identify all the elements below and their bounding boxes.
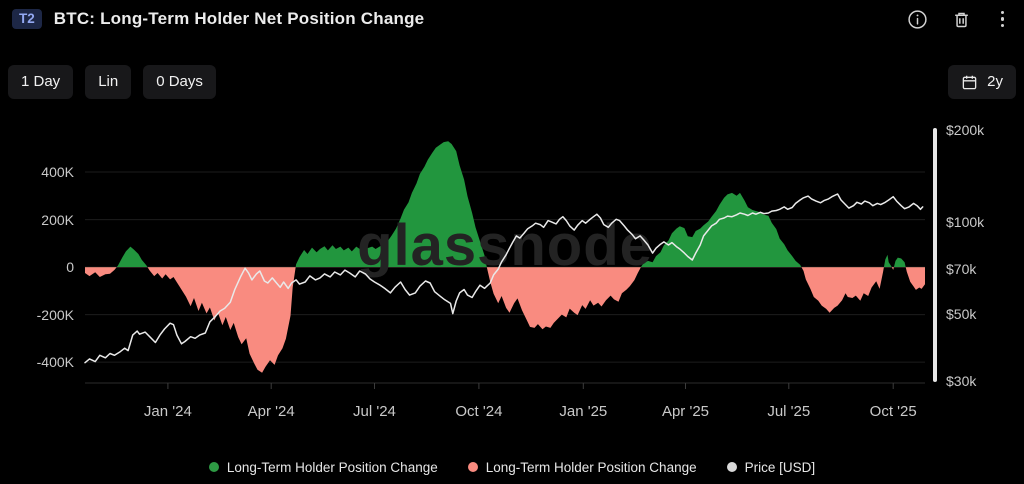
date-range-label: 2y: [987, 73, 1003, 90]
calendar-icon: [962, 75, 977, 89]
legend-label: Long-Term Holder Position Change: [226, 459, 438, 475]
x-axis-tick-label: Jan '24: [143, 403, 192, 420]
price-line: [84, 193, 924, 364]
resolution-button[interactable]: 1 Day: [8, 65, 74, 99]
right-axis-tick-label: $50k: [946, 305, 977, 322]
left-axis-tick-label: 400K: [41, 164, 74, 181]
right-axis-tick-label: $200k: [946, 122, 985, 139]
header-actions: [905, 7, 1013, 32]
legend-label: Price [USD]: [744, 459, 816, 475]
delete-button[interactable]: [950, 8, 973, 31]
x-axis-tick-label: Jul '25: [767, 403, 811, 420]
left-axis-tick-label: 200K: [41, 211, 74, 228]
info-icon: [907, 9, 927, 29]
x-axis-tick-label: Oct '25: [869, 403, 917, 420]
info-button[interactable]: [905, 7, 930, 32]
x-axis-tick-label: Apr '25: [661, 403, 710, 420]
right-axis-tick-label: $30k: [946, 373, 977, 390]
price-axis-scrollbar[interactable]: [933, 128, 937, 382]
kebab-menu-icon: [995, 10, 1011, 28]
net-position-area-positive: [116, 141, 906, 268]
x-axis-tick-label: Jul '24: [353, 403, 396, 420]
legend-label: Long-Term Holder Position Change: [485, 459, 697, 475]
legend-dot-icon: [726, 462, 737, 472]
left-axis-tick-label: -400K: [36, 354, 74, 371]
x-axis-tick-label: Jan '25: [559, 403, 608, 420]
left-axis-tick-label: 0: [66, 259, 74, 276]
x-axis-tick-label: Apr '24: [247, 403, 295, 420]
panel-header: T2 BTC: Long-Term Holder Net Position Ch…: [0, 0, 1024, 38]
page-title: BTC: Long-Term Holder Net Position Chang…: [53, 9, 425, 28]
right-axis-tick-label: $70k: [946, 261, 977, 278]
right-axis-tick-label: $100k: [946, 213, 985, 230]
left-axis-tick-label: -200K: [36, 306, 74, 323]
date-range-button[interactable]: 2y: [948, 65, 1016, 99]
scale-button[interactable]: Lin: [85, 65, 132, 99]
legend-dot-icon: [208, 462, 219, 472]
legend-item[interactable]: Long-Term Holder Position Change: [208, 459, 438, 475]
metric-tier-badge: T2: [12, 9, 42, 29]
trash-icon: [954, 12, 968, 27]
x-axis-tick-label: Oct '24: [455, 403, 503, 420]
legend: Long-Term Holder Position Change Long-Ter…: [0, 453, 1024, 481]
net-position-area-negative: [85, 267, 925, 373]
toolbar: 1 Day Lin 0 Days 2y: [8, 62, 1016, 102]
legend-item[interactable]: Long-Term Holder Position Change: [467, 459, 697, 475]
legend-dot-icon: [467, 462, 478, 472]
glassnode-watermark: glassnode: [357, 213, 653, 278]
offset-button[interactable]: 0 Days: [143, 65, 216, 99]
legend-item[interactable]: Price [USD]: [726, 459, 816, 475]
more-options-button[interactable]: [993, 9, 1013, 30]
